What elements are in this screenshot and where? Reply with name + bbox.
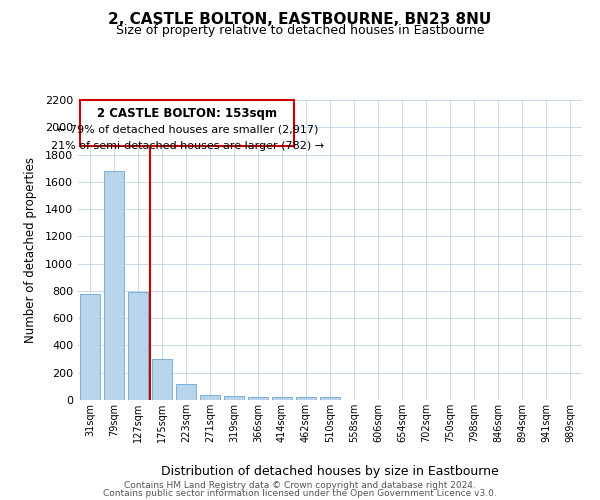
Text: ← 79% of detached houses are smaller (2,917): ← 79% of detached houses are smaller (2,… bbox=[56, 125, 318, 135]
Bar bbox=[128, 292, 148, 400]
Bar bbox=[320, 398, 340, 400]
Bar bbox=[248, 396, 268, 400]
Text: 2 CASTLE BOLTON: 153sqm: 2 CASTLE BOLTON: 153sqm bbox=[97, 106, 277, 120]
Bar bbox=[296, 398, 316, 400]
Bar bbox=[272, 398, 292, 400]
Text: Contains public sector information licensed under the Open Government Licence v3: Contains public sector information licen… bbox=[103, 488, 497, 498]
Text: 2, CASTLE BOLTON, EASTBOURNE, BN23 8NU: 2, CASTLE BOLTON, EASTBOURNE, BN23 8NU bbox=[109, 12, 491, 28]
Bar bbox=[176, 384, 196, 400]
Y-axis label: Number of detached properties: Number of detached properties bbox=[23, 157, 37, 343]
Text: Size of property relative to detached houses in Eastbourne: Size of property relative to detached ho… bbox=[116, 24, 484, 37]
Bar bbox=[152, 359, 172, 400]
Text: Contains HM Land Registry data © Crown copyright and database right 2024.: Contains HM Land Registry data © Crown c… bbox=[124, 481, 476, 490]
Text: Distribution of detached houses by size in Eastbourne: Distribution of detached houses by size … bbox=[161, 464, 499, 477]
Bar bbox=[104, 171, 124, 400]
Bar bbox=[80, 294, 100, 400]
Bar bbox=[200, 394, 220, 400]
Text: 21% of semi-detached houses are larger (782) →: 21% of semi-detached houses are larger (… bbox=[50, 141, 324, 151]
Bar bbox=[224, 396, 244, 400]
